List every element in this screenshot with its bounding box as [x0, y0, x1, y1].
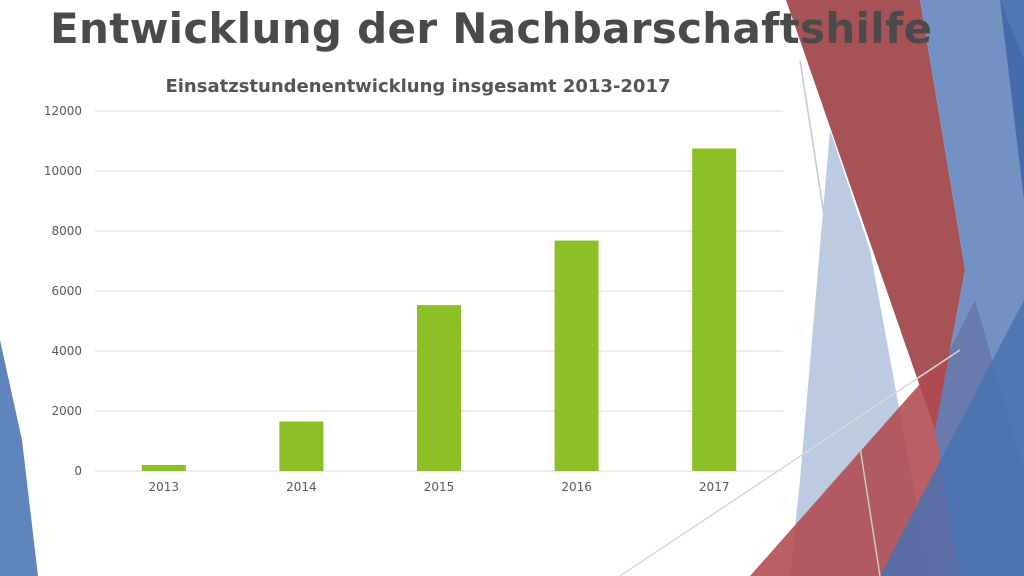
bar-2015	[416, 305, 462, 471]
y-tick-label: 0	[74, 464, 82, 478]
slide-title: Entwicklung der Nachbarschaftshilfe	[50, 4, 933, 53]
x-tick-label: 2015	[424, 480, 455, 494]
bar-2013	[141, 465, 186, 471]
red-facet-top	[786, 0, 965, 430]
deco-line-1	[799, 59, 881, 576]
y-tick-label: 8000	[51, 224, 82, 238]
x-tick-label: 2014	[286, 480, 317, 494]
x-tick-label: 2016	[561, 480, 592, 494]
bar-2016	[554, 240, 599, 471]
y-axis-ticks: 0 2000 4000 6000 8000 10000 12000	[44, 104, 82, 478]
y-tick-label: 10000	[44, 164, 82, 178]
bar-2017	[692, 148, 737, 471]
x-axis-ticks: 2013 2014 2015 2016 2017	[149, 480, 730, 494]
bars	[141, 148, 737, 471]
deco-line-2	[619, 349, 961, 576]
x-tick-label: 2013	[149, 480, 180, 494]
x-tick-label: 2017	[699, 480, 730, 494]
y-tick-label: 4000	[51, 344, 82, 358]
chart-title: Einsatzstundenentwicklung insgesamt 2013…	[165, 76, 670, 97]
y-tick-label: 2000	[51, 404, 82, 418]
blue-facet-far-right	[1000, 0, 1024, 200]
bar-2014	[279, 421, 324, 471]
y-tick-label: 12000	[44, 104, 82, 118]
left-blue-sliver	[0, 340, 38, 576]
blue-facet-bottom-right	[880, 300, 1024, 576]
y-tick-label: 6000	[51, 284, 82, 298]
